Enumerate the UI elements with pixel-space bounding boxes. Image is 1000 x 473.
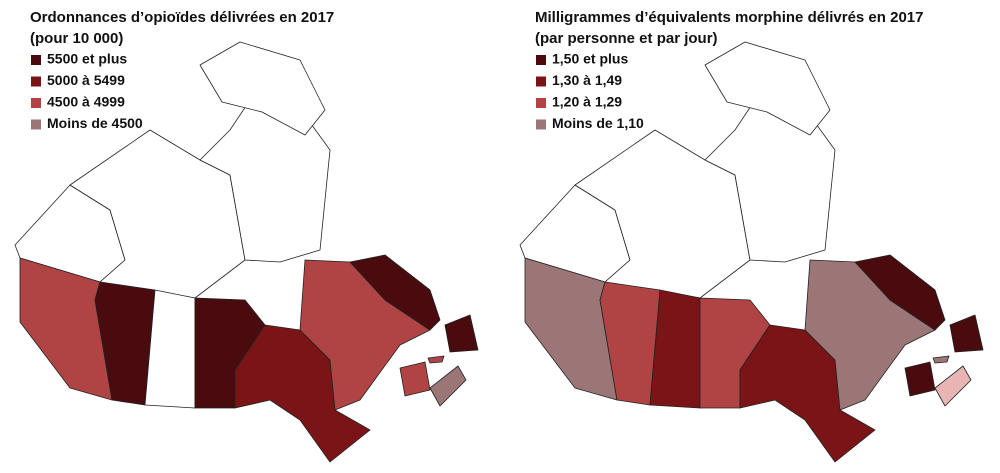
legend-swatch (536, 76, 546, 87)
legend-swatch (31, 98, 41, 108)
region (199, 94, 331, 263)
legend-swatch (536, 55, 546, 65)
region (704, 94, 836, 263)
legend-label: 4500 à 4999 (47, 94, 125, 110)
legend-label: Moins de 1,10 (552, 115, 644, 131)
legend-swatch (536, 119, 546, 130)
region (854, 254, 946, 331)
legend-label: 5500 et plus (47, 51, 127, 67)
map-panel: Milligrammes d’équivalents morphine déli… (519, 9, 984, 463)
region (739, 324, 876, 463)
legend-swatch (536, 98, 546, 108)
region (234, 324, 371, 463)
legend-label: 1,50 et plus (552, 51, 628, 67)
legend-label: Moins de 4500 (47, 115, 143, 131)
legend-swatch (31, 119, 41, 130)
region (574, 129, 751, 299)
region (932, 355, 950, 364)
region (934, 365, 972, 407)
legend-swatch (31, 76, 41, 87)
region (949, 314, 984, 353)
region (427, 355, 445, 364)
region (69, 129, 246, 299)
region (399, 361, 431, 397)
map-subtitle: (pour 10 000) (30, 30, 123, 47)
legend-swatch (31, 55, 41, 65)
map-title: Ordonnances d’opioïdes délivrées en 2017 (30, 9, 334, 26)
map (519, 41, 984, 463)
region (349, 254, 441, 331)
region (444, 314, 479, 353)
legend-label: 1,30 à 1,49 (552, 72, 622, 88)
legend-label: 5000 à 5499 (47, 72, 125, 88)
region (199, 41, 326, 136)
region (599, 281, 661, 406)
map (14, 41, 479, 463)
region (704, 41, 831, 136)
region (94, 281, 156, 406)
map-title: Milligrammes d’équivalents morphine déli… (535, 9, 923, 26)
region (429, 365, 467, 407)
region (904, 361, 936, 397)
map-subtitle: (par personne et par jour) (535, 30, 718, 47)
legend-label: 1,20 à 1,29 (552, 94, 622, 110)
map-panel: Ordonnances d’opioïdes délivrées en 2017… (14, 9, 479, 463)
